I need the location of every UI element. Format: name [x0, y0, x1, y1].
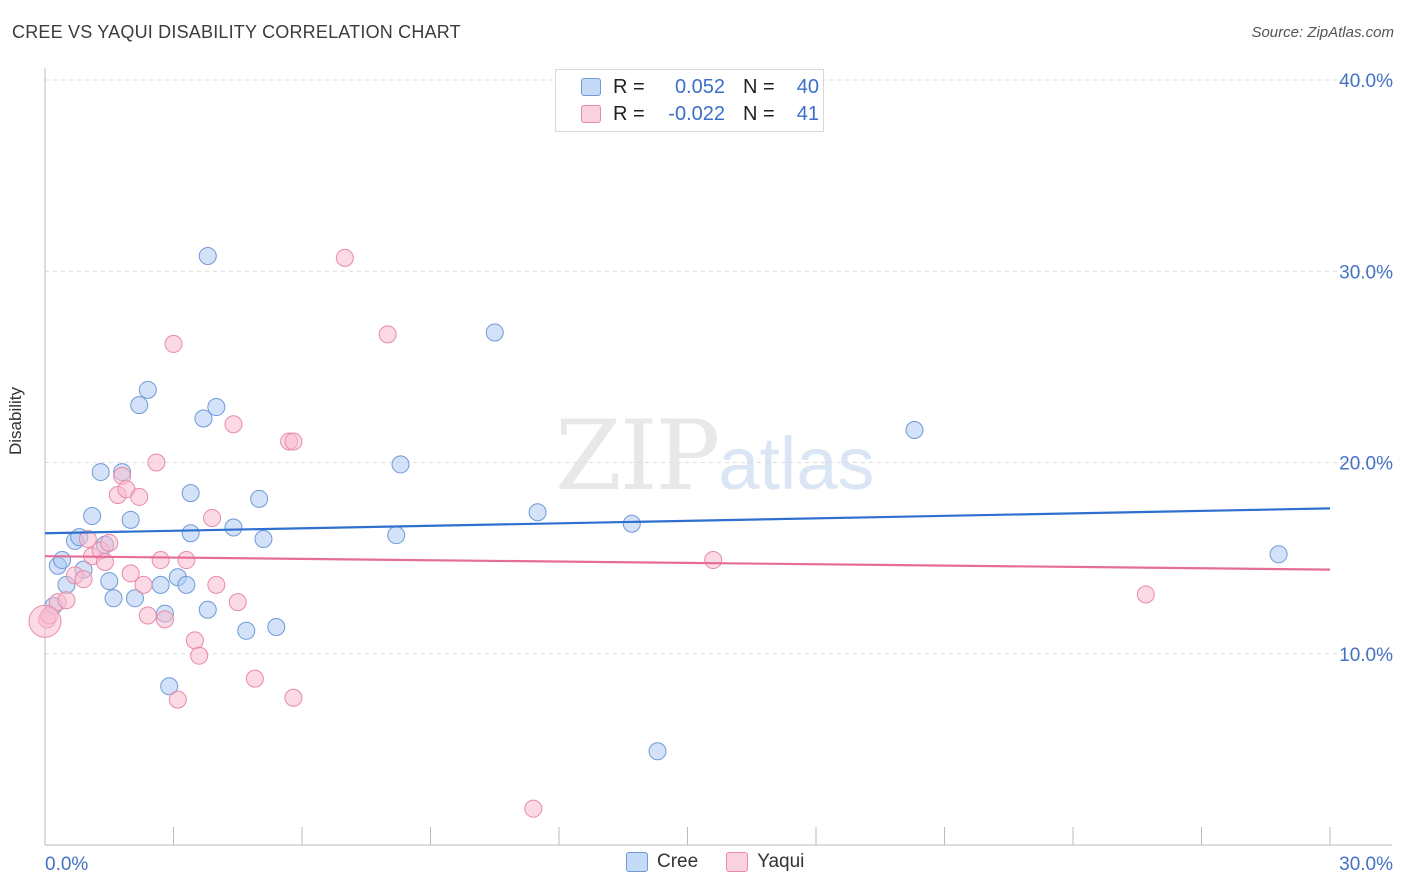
cree-point — [181, 524, 200, 543]
cree-point — [194, 409, 213, 428]
yaqui-point — [168, 690, 187, 709]
cree-point — [224, 518, 243, 537]
yaqui-point — [203, 508, 222, 527]
y-tick-label: 20.0% — [1339, 454, 1393, 475]
cree-point — [91, 463, 110, 482]
cree-trend-line — [44, 507, 1331, 535]
legend-item-yaqui[interactable]: Yaqui — [726, 851, 804, 873]
y-tick-label: 30.0% — [1339, 262, 1393, 283]
cree-legend-label: Cree — [657, 851, 699, 872]
yaqui-trend-line — [44, 555, 1331, 571]
stats-row-cree: R = 0.052 N = 40 — [581, 75, 819, 99]
cree-point — [181, 484, 200, 503]
yaqui-point — [74, 570, 93, 589]
n-value: 41 — [796, 102, 819, 125]
x-tick-label: 30.0% — [1339, 854, 1393, 875]
cree-point — [237, 621, 256, 640]
yaqui-point — [130, 487, 149, 506]
watermark-atlas: atlas — [718, 422, 875, 505]
yaqui-point — [177, 551, 196, 570]
cree-point — [160, 677, 179, 696]
r-label: R = — [613, 102, 645, 125]
yaqui-point — [378, 325, 397, 344]
stats-row-yaqui: R = -0.022 N = 41 — [581, 102, 819, 126]
yaqui-point — [704, 551, 723, 570]
yaqui-point — [78, 530, 97, 548]
yaqui-point — [207, 575, 226, 594]
yaqui-point — [284, 688, 303, 707]
yaqui-point — [185, 631, 204, 650]
r-label: R = — [613, 75, 645, 98]
yaqui-point — [190, 646, 209, 665]
series-legend: Cree Yaqui — [626, 851, 832, 873]
yaqui-legend-swatch — [726, 852, 749, 872]
yaqui-point — [100, 533, 119, 552]
cree-legend-swatch — [626, 852, 648, 872]
yaqui-point — [147, 453, 166, 472]
cree-point — [1269, 545, 1288, 564]
yaqui-legend-label: Yaqui — [757, 851, 805, 872]
y-tick-label: 10.0% — [1339, 645, 1393, 666]
cree-point — [622, 514, 641, 533]
yaqui-point — [224, 415, 243, 434]
y-tick-label: 40.0% — [1339, 71, 1393, 92]
n-value: 40 — [796, 75, 819, 98]
cree-point — [83, 507, 102, 526]
n-label: N = — [743, 102, 775, 125]
cree-point — [905, 420, 924, 439]
cree-point — [250, 489, 269, 508]
yaqui-point — [138, 606, 157, 625]
yaqui-point — [335, 248, 354, 267]
y-axis-label: Disability — [6, 386, 25, 455]
yaqui-point — [228, 593, 247, 612]
yaqui-point — [134, 575, 153, 594]
yaqui-point — [245, 669, 264, 688]
cree-point — [391, 455, 410, 474]
chart-title: CREE VS YAQUI DISABILITY CORRELATION CHA… — [12, 22, 461, 42]
r-value: -0.022 — [668, 102, 725, 125]
cree-point — [130, 396, 149, 415]
yaqui-point — [57, 591, 76, 610]
watermark-zip: ZIP — [555, 400, 720, 512]
cree-point — [387, 526, 406, 545]
cree-point — [121, 510, 140, 529]
stats-legend: R = 0.052 N = 40 R = -0.022 N = 41 — [555, 69, 824, 132]
yaqui-point — [524, 799, 543, 818]
cree-swatch — [581, 78, 601, 96]
cree-point — [207, 398, 226, 417]
cree-point — [254, 530, 273, 548]
yaqui-swatch — [581, 105, 601, 123]
cree-point — [151, 575, 170, 594]
cree-point — [138, 380, 157, 399]
cree-point — [485, 323, 504, 342]
yaqui-point — [1136, 585, 1155, 604]
watermark: ZIPatlas — [555, 400, 875, 512]
yaqui-point — [284, 432, 303, 451]
cree-point — [53, 551, 72, 570]
cree-point — [125, 589, 144, 608]
cree-point — [100, 572, 119, 591]
source-label: Source: ZipAtlas.com — [1251, 24, 1394, 41]
cree-point — [177, 575, 196, 594]
r-value: 0.052 — [674, 75, 725, 98]
yaqui-point — [155, 610, 174, 629]
yaqui-point — [28, 604, 62, 638]
yaqui-point — [151, 551, 170, 570]
yaqui-point — [121, 564, 140, 583]
legend-item-cree[interactable]: Cree — [626, 851, 698, 873]
n-label: N = — [743, 75, 775, 98]
x-tick-label: 0.0% — [45, 854, 88, 875]
cree-point — [198, 600, 217, 619]
cree-point — [528, 503, 547, 522]
cree-point — [104, 589, 123, 608]
cree-point — [267, 617, 286, 636]
cree-point — [198, 246, 217, 265]
cree-point — [648, 742, 667, 761]
yaqui-point — [164, 334, 183, 353]
